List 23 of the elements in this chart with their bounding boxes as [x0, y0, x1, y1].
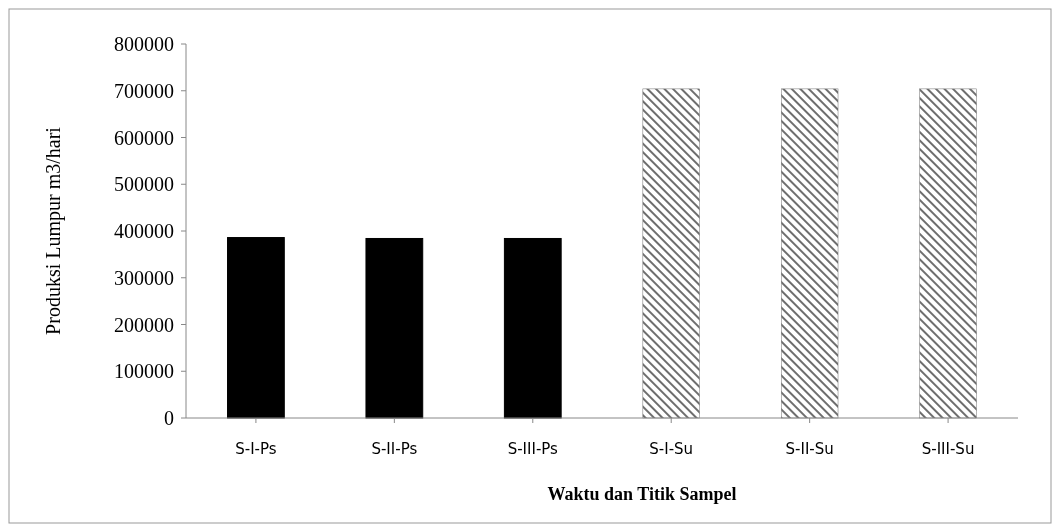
- x-tick-label: S-III-Ps: [507, 440, 559, 458]
- x-tick-label: S-I-Ps: [235, 440, 277, 458]
- x-tick-label: S-I-Su: [649, 440, 694, 458]
- y-tick-label: 400000: [114, 220, 174, 242]
- bar: [642, 88, 700, 419]
- y-tick-label: 500000: [114, 173, 174, 196]
- y-tick-label: 200000: [114, 313, 174, 336]
- y-tick-label: 300000: [114, 266, 174, 289]
- y-tick-label: 700000: [114, 79, 174, 102]
- y-tick-label: 100000: [114, 360, 174, 383]
- bar: [503, 237, 562, 419]
- bar: [781, 88, 839, 419]
- x-tick-label: S-III-Su: [921, 440, 975, 458]
- y-axis-title: Produksi Lumpur m3/hari: [42, 126, 65, 335]
- y-tick-label: 600000: [114, 126, 174, 149]
- bar: [365, 237, 424, 419]
- y-tick-label: 0: [164, 407, 174, 429]
- bar: [227, 237, 285, 419]
- x-axis-title: Waktu dan Titik Sampel: [547, 484, 737, 504]
- y-tick-label: 800000: [114, 33, 174, 55]
- x-tick-label: S-II-Ps: [371, 440, 418, 458]
- bar: [919, 88, 977, 419]
- x-tick-label: S-II-Su: [785, 440, 834, 458]
